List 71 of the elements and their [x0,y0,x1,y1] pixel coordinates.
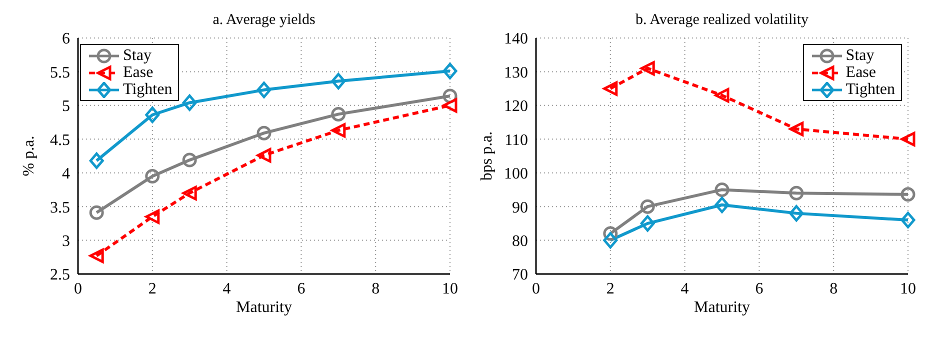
legend-label: Ease [846,64,876,81]
x-tick-label: 0 [532,280,540,298]
point [145,168,160,184]
y-tick-label: 5 [62,98,70,116]
x-tick-label: 8 [372,280,380,298]
x-tick-label: 0 [74,280,82,298]
x-tick-label: 8 [830,280,838,298]
point [789,205,804,222]
point [145,209,160,224]
x-tick-label: 4 [680,280,689,298]
x-tick-label: 10 [442,280,458,298]
x-axis-title: Maturity [694,299,750,316]
y-tick-label: 90 [512,199,528,216]
point [331,106,346,122]
legend-label: Stay [123,47,152,64]
point [89,248,104,264]
y-axis-title: % p.a. [20,136,38,176]
y-tick-label: 130 [504,64,528,82]
point [603,81,618,96]
y-tick-label: 120 [504,98,528,116]
point [900,132,916,146]
point [256,82,272,98]
y-tick-label: 3 [62,232,70,250]
point [256,126,272,140]
x-tick-label: 10 [900,280,916,298]
chart-title: b. Average realized volatility [634,12,810,29]
y-tick-label: 2.5 [50,266,70,284]
legend-label: Stay [846,47,874,64]
y-axis-title: bps p.a. [478,131,496,181]
legend-label: Tighten [846,81,895,98]
point [182,94,197,111]
legend-label: Ease [123,64,154,81]
point [640,61,655,76]
y-tick-label: 4 [62,166,70,183]
point [714,88,730,103]
point [900,187,916,202]
x-axis-title: Maturity [236,299,292,316]
point [714,196,730,214]
x-tick-label: 2 [606,280,614,298]
y-tick-label: 100 [504,166,528,183]
y-tick-label: 80 [512,232,528,250]
point [331,123,346,138]
point [331,72,346,90]
y-tick-label: 110 [504,132,528,149]
y-tick-label: 4.5 [50,132,70,149]
point [145,106,160,124]
point [603,232,618,249]
point [789,186,804,200]
point [789,122,804,136]
x-tick-label: 6 [297,280,306,298]
y-tick-label: 5.5 [50,64,70,82]
point [89,152,104,169]
point [182,152,197,168]
legend-label: Tighten [123,81,172,98]
point [256,148,272,163]
point [640,199,655,214]
y-tick-label: 3.5 [50,199,70,216]
y-tick-label: 140 [504,30,528,48]
point [714,182,730,197]
point [442,98,458,113]
point [640,215,655,232]
y-tick-label: 70 [512,266,528,284]
x-tick-label: 2 [148,280,156,298]
point [442,62,458,80]
point [89,205,104,220]
point [182,186,197,200]
y-tick-label: 6 [62,30,70,48]
x-tick-label: 4 [222,280,231,298]
x-tick-label: 6 [755,280,764,298]
chart-title: a. Average yields [212,12,316,29]
point [900,212,916,228]
